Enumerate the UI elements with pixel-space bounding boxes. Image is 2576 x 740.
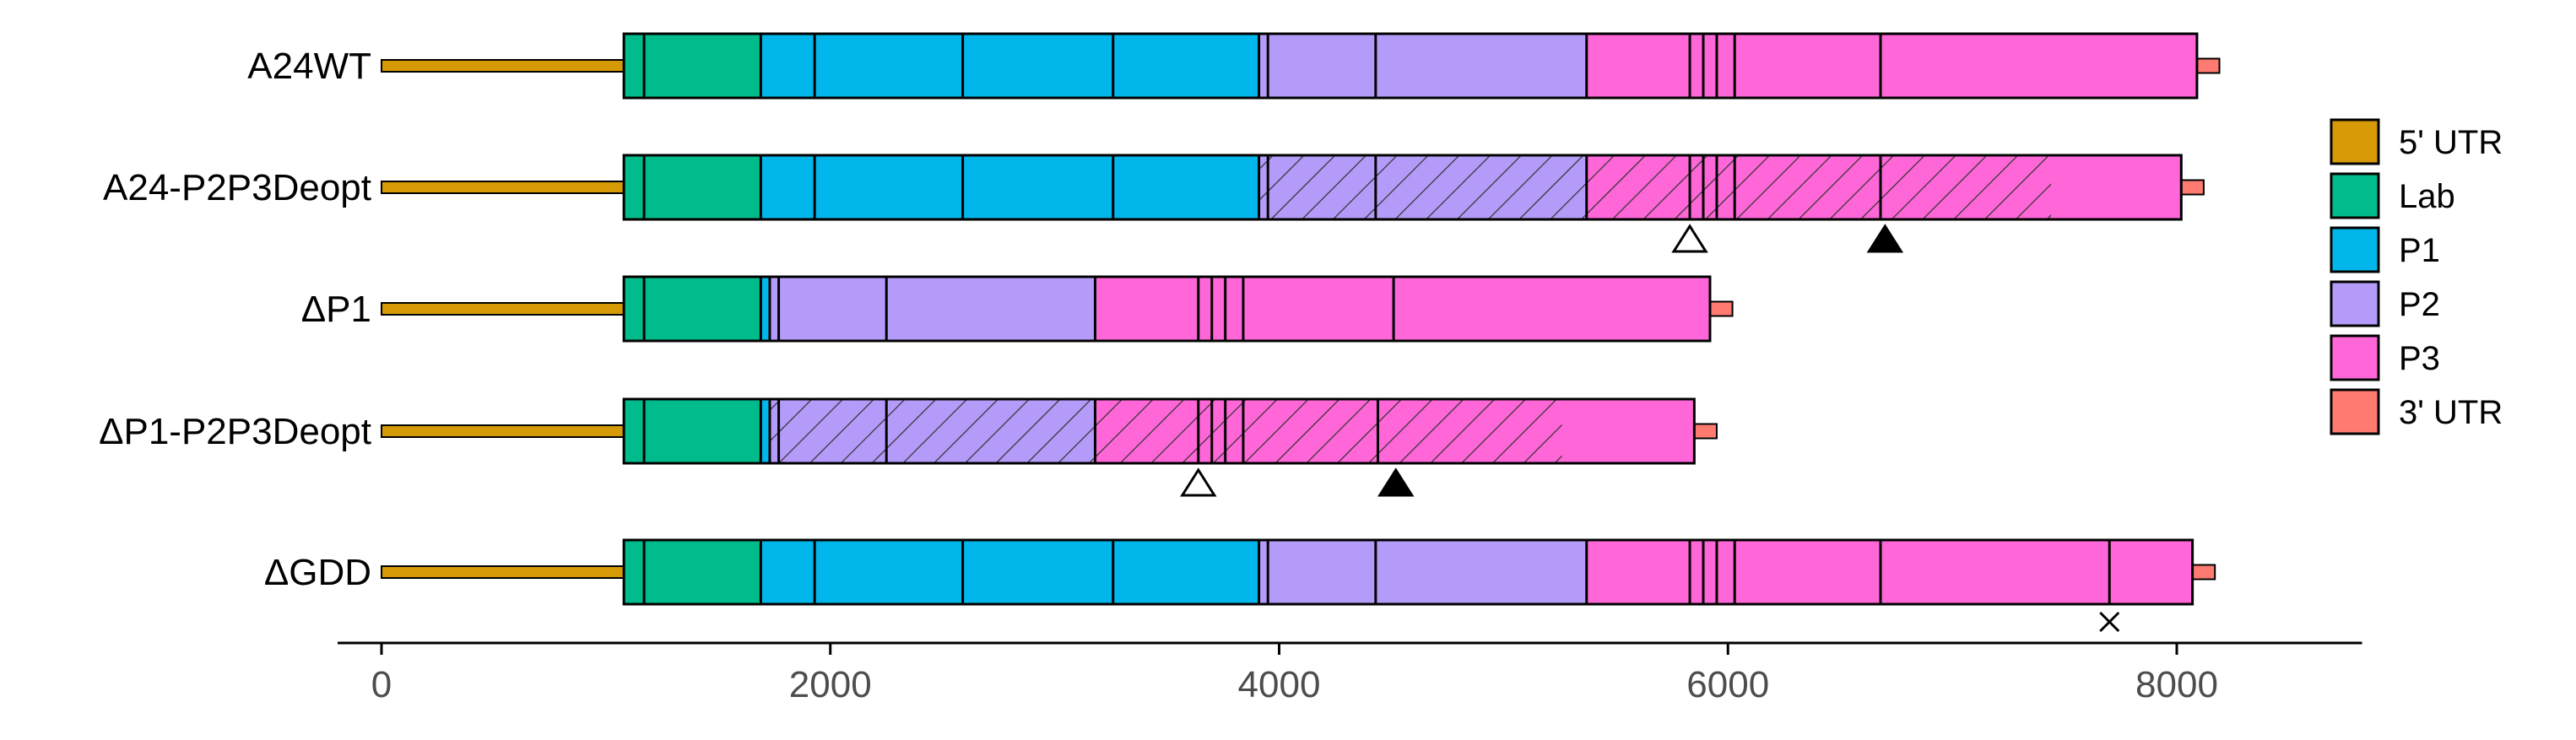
construct-dp1-p2p3deopt: ΔP1-P2P3Deopt (99, 397, 1718, 497)
segment-p3 (1586, 540, 2193, 604)
utr3-bar (2191, 564, 2216, 581)
segment-p2 (769, 277, 1096, 341)
utr5-bar (381, 565, 625, 579)
construct-rows: A24WT A24-P2P3Deopt ΔP1 ΔP1-P2P3Deopt ΔGDD (99, 32, 2221, 633)
legend-swatch (2330, 118, 2380, 165)
utr5-bar (381, 59, 625, 73)
legend-item-p1: P1 (2330, 226, 2440, 273)
construct-label: ΔGDD (264, 552, 371, 593)
utr3-bar (2180, 179, 2205, 196)
x-tick-label: 8000 (2135, 664, 2218, 705)
legend-swatch (2330, 226, 2380, 273)
legend-item-utr5: 5' UTR (2330, 118, 2503, 165)
legend-label: P3 (2399, 340, 2440, 377)
legend-label: 5' UTR (2399, 124, 2503, 161)
segment-p3 (1095, 277, 1710, 341)
legend-label: 3' UTR (2399, 394, 2503, 431)
construct-label: ΔP1 (301, 289, 371, 330)
utr5-bar (381, 181, 625, 194)
x-tick-label: 4000 (1238, 664, 1321, 705)
segment-p3 (1586, 34, 2197, 98)
legend-label: P2 (2399, 286, 2440, 323)
legend-swatch (2330, 172, 2380, 219)
filled-triangle-marker (1377, 467, 1415, 497)
segment-lab (624, 540, 761, 604)
legend-item-utr3: 3' UTR (2330, 388, 2503, 435)
orf-outline (622, 397, 1696, 465)
orf-outline (622, 32, 2199, 100)
segment-p1 (760, 399, 770, 463)
open-triangle-marker (1671, 224, 1708, 253)
construct-a24-p2p3deopt: A24-P2P3Deopt (103, 154, 2205, 253)
construct-label: ΔP1-P2P3Deopt (99, 411, 371, 452)
segment-p1 (760, 277, 770, 341)
segment-lab (624, 34, 761, 98)
construct-label: A24-P2P3Deopt (103, 167, 371, 208)
segment-lab (624, 399, 761, 463)
orf-outline (622, 538, 2194, 606)
legend-label: Lab (2399, 178, 2455, 215)
utr3-bar (2195, 57, 2221, 74)
segment-p1 (760, 155, 1259, 219)
orf-outline (622, 275, 1712, 343)
open-triangle-marker (1180, 467, 1217, 497)
legend-swatch (2330, 388, 2380, 435)
utr3-bar (1708, 300, 1734, 317)
segment-p1 (760, 540, 1259, 604)
construct-a24wt: A24WT (247, 32, 2221, 100)
x-tick-label: 6000 (1686, 664, 1769, 705)
legend-item-p3: P3 (2330, 334, 2440, 381)
deoptimized-region (769, 399, 1562, 463)
utr5-bar (381, 302, 625, 316)
legend-item-lab: Lab (2330, 172, 2455, 219)
construct-label: A24WT (247, 46, 371, 87)
construct-dgdd: ΔGDD (264, 538, 2216, 633)
segment-lab (624, 155, 761, 219)
segment-p1 (760, 34, 1259, 98)
orf-outline (622, 154, 2183, 221)
legend-swatch (2330, 280, 2380, 327)
filled-triangle-marker (1866, 224, 1904, 253)
construct-dp1: ΔP1 (301, 275, 1734, 343)
utr3-bar (1693, 423, 1718, 440)
legend-label: P1 (2399, 232, 2440, 269)
x-axis: 0 2000 4000 6000 8000 (338, 641, 2362, 705)
utr5-bar (381, 424, 625, 438)
legend-swatch (2330, 334, 2380, 381)
segment-p2 (1258, 540, 1587, 604)
legend-item-p2: P2 (2330, 280, 2440, 327)
x-tick-label: 2000 (789, 664, 872, 705)
segment-p2 (1258, 34, 1587, 98)
deoptimized-region (1258, 155, 2052, 219)
segment-lab (624, 277, 761, 341)
cross-marker (2099, 611, 2120, 633)
x-tick-label: 0 (371, 664, 392, 705)
legend: 5' UTR Lab P1 P2 P3 3' UTR (2330, 118, 2503, 435)
